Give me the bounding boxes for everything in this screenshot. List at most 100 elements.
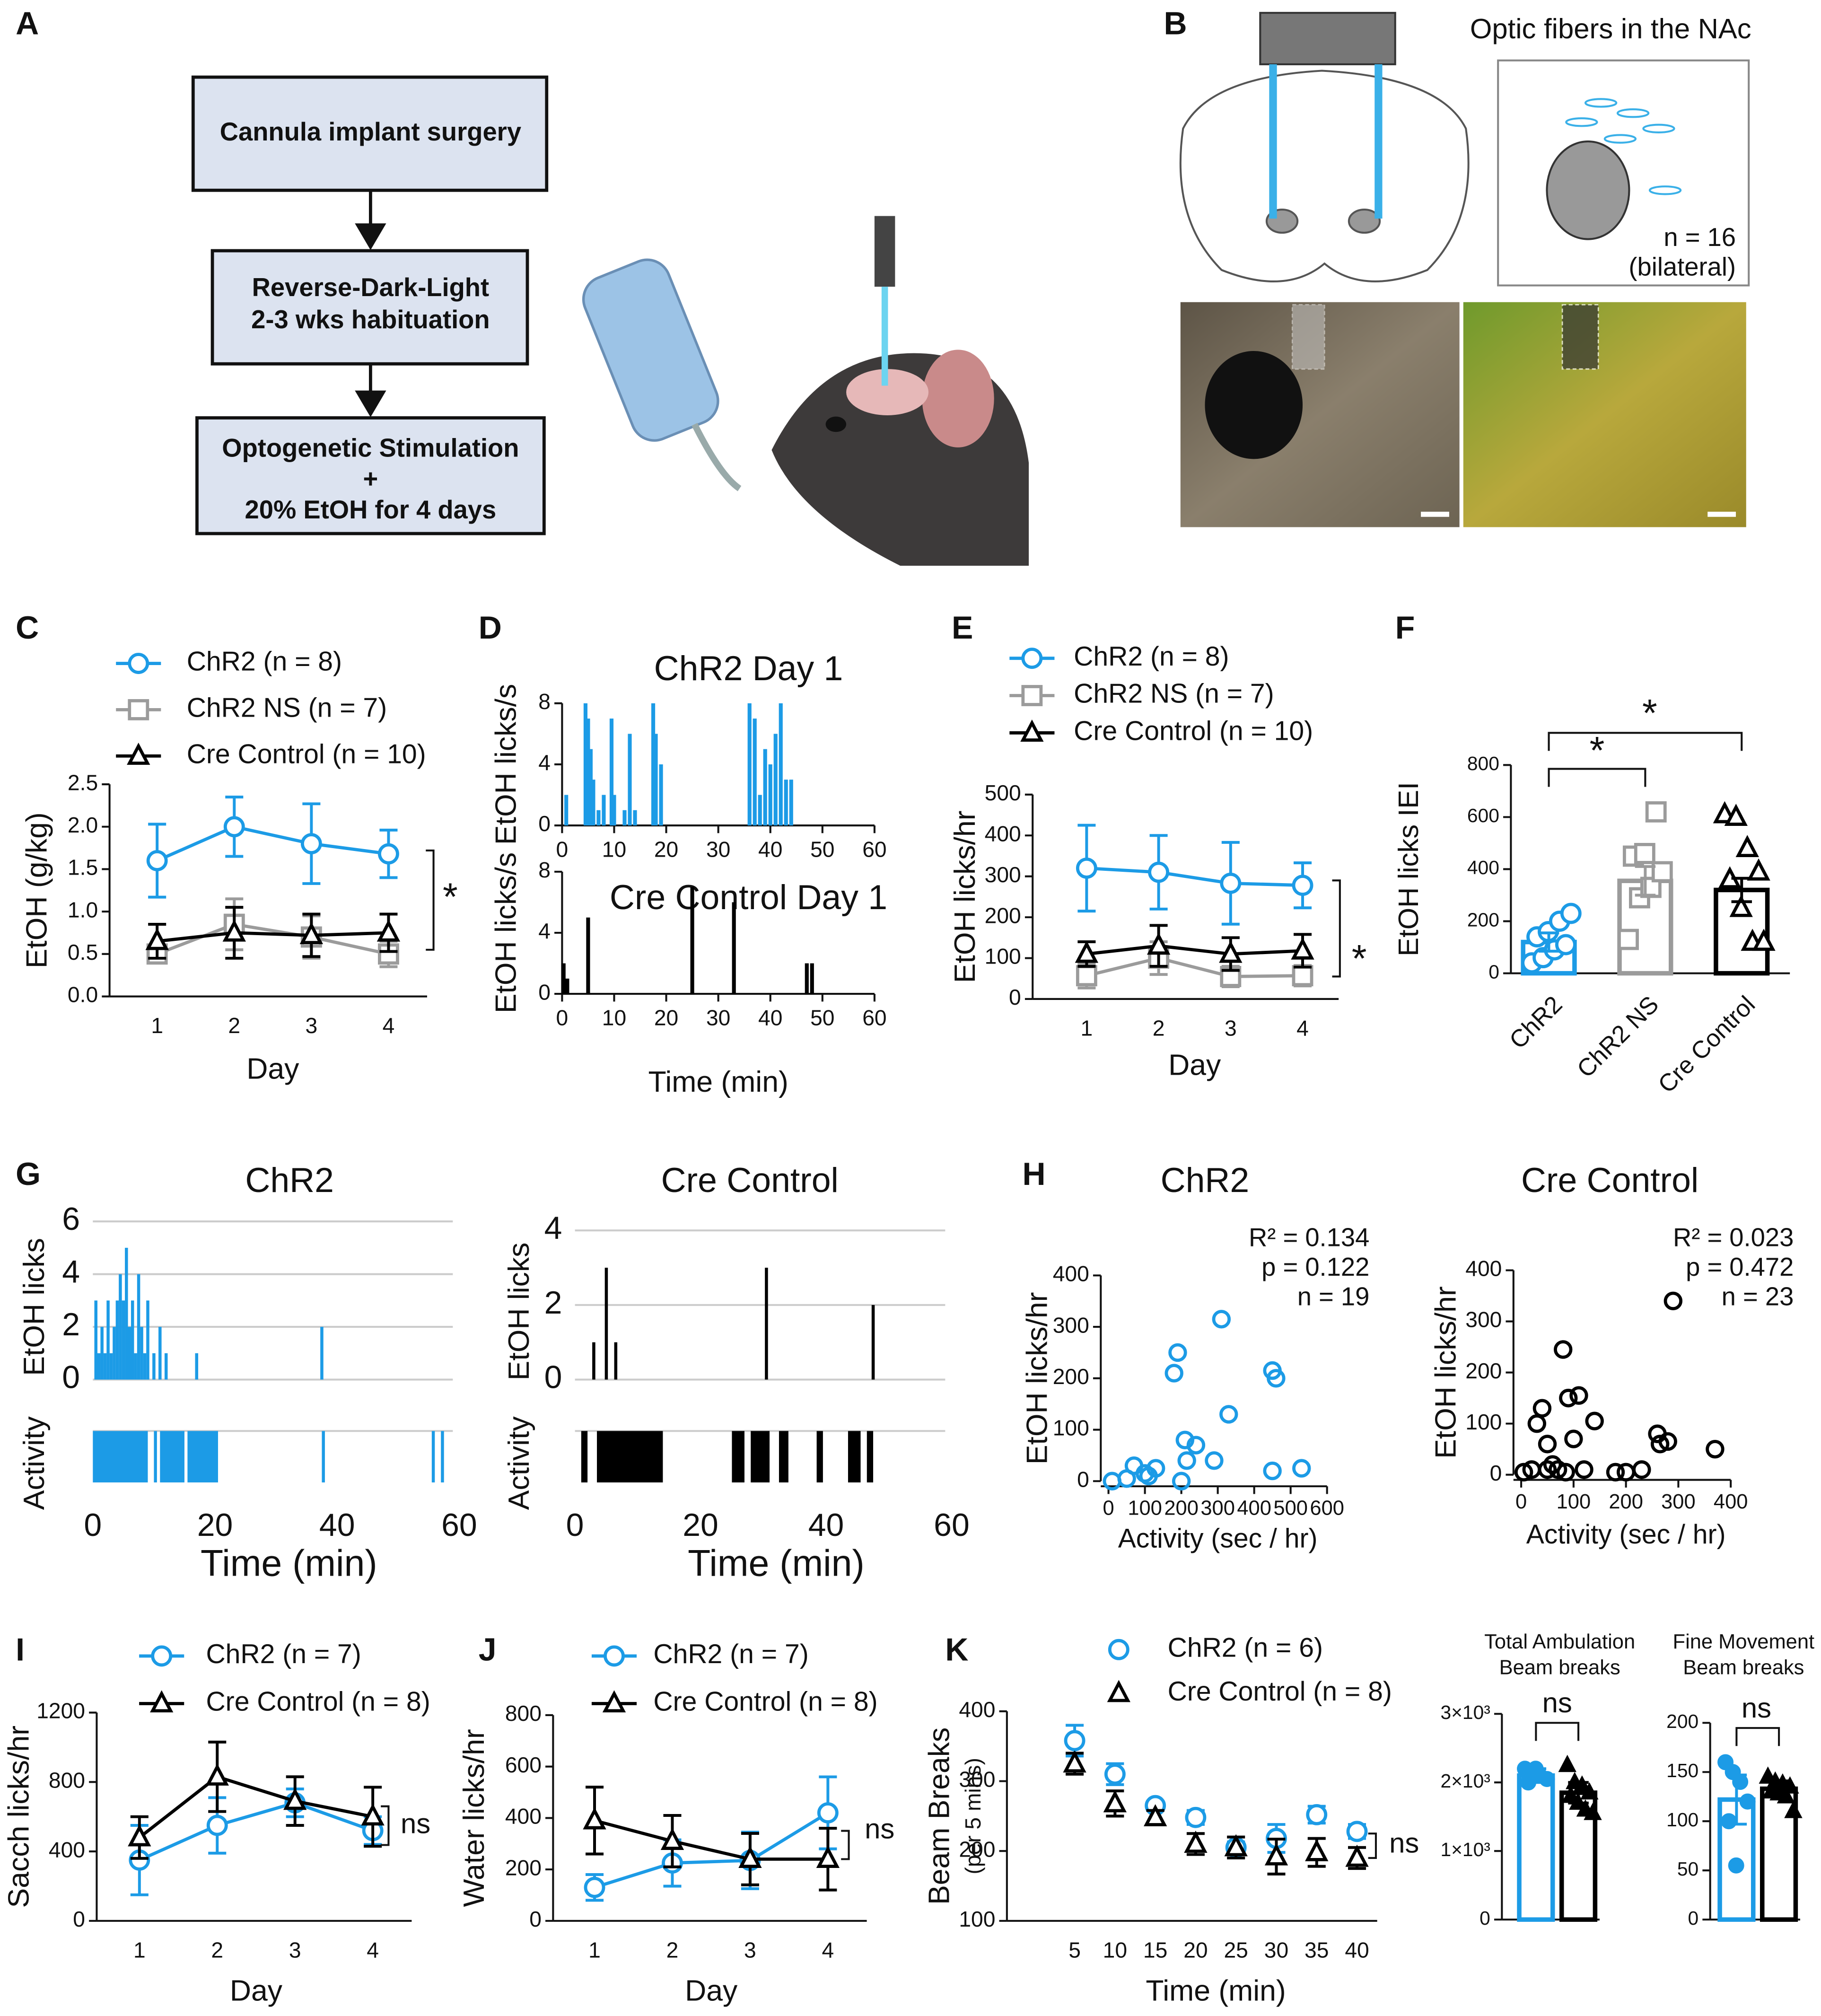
y-tick-label: 100 (1053, 1416, 1089, 1440)
x-tick-label: 100 (1128, 1497, 1162, 1520)
chart-title: Cre Control (661, 1161, 839, 1200)
x-tick-label: 3 (306, 1013, 318, 1038)
y-tick-label: 400 (959, 1697, 995, 1722)
x-axis-label: Time (min) (1146, 1974, 1286, 2007)
significance-label: ns (1742, 1692, 1771, 1724)
significance-bracket (1535, 1722, 1580, 1741)
legend-label: Cre Control (n = 8) (1168, 1676, 1392, 1707)
point (1177, 1451, 1196, 1470)
point (1706, 1439, 1725, 1459)
x-tick-label: 4 (1296, 1016, 1309, 1040)
legend-label: ChR2 (n = 6) (1168, 1632, 1323, 1663)
y-tick-label: 1200 (36, 1699, 85, 1723)
x-tick-label: 2 (228, 1013, 240, 1038)
legend-label: ChR2 (n = 7) (206, 1639, 361, 1669)
lick-bar (765, 1268, 768, 1380)
point (1585, 1411, 1604, 1430)
legend-marker (128, 653, 149, 674)
significance-label: ns (1389, 1827, 1419, 1858)
panel-label: F (1395, 610, 1415, 646)
y-tick-label: 0 (1488, 961, 1499, 982)
lick-bar (810, 963, 814, 994)
histology-n: n = 16 (1663, 223, 1736, 252)
x-tick-label: 3 (744, 1937, 756, 1962)
legend-marker (604, 1645, 625, 1667)
series-line (1086, 956, 1303, 978)
y-axis-label: Beam Breaks (923, 1727, 956, 1905)
charts: 0.0 0.5 1.0 1.5 2.0 2.5 1 2 3 4 Day EtOH (g/kg) ChR2… (2, 641, 1815, 2007)
y-tick-label: 0 (1490, 1461, 1502, 1485)
activity-bout (867, 1431, 874, 1482)
y-tick-label: 0 (73, 1907, 85, 1931)
point (1514, 1463, 1533, 1481)
x-tick-label: 10 (602, 1006, 626, 1030)
flow-text: + (363, 465, 378, 493)
lick-bar (561, 963, 566, 994)
panel-labels: A B C D E F G H I J K (16, 5, 1415, 1667)
marker (1291, 937, 1314, 960)
point (1554, 1340, 1573, 1359)
point (1212, 1310, 1231, 1329)
x-tick-label: ChR2 (1504, 990, 1567, 1054)
x-tick-label: ChR2 NS (1571, 990, 1663, 1083)
x-tick-label: 2 (666, 1937, 679, 1962)
brain-schematic (1179, 12, 1750, 287)
y-tick-label: 200 (1467, 909, 1499, 930)
y-tick-label: 0.0 (68, 982, 98, 1007)
error-bar (1726, 1773, 1747, 1826)
activity-bout (160, 1431, 184, 1482)
x-tick-label: 400 (1237, 1497, 1271, 1520)
bar (1617, 878, 1673, 976)
lick-bar (109, 1353, 113, 1380)
x-tick-label: 0 (556, 837, 569, 862)
error-bar (1525, 1767, 1547, 1784)
point (1527, 1414, 1547, 1433)
significance-label: * (1642, 692, 1657, 735)
legend-label: Cre Control (n = 8) (653, 1687, 877, 1717)
y-tick-label: 0.5 (68, 940, 98, 964)
significance-label: ns (1542, 1687, 1572, 1718)
lick-bar (122, 1300, 125, 1380)
lick-bar (143, 1353, 147, 1380)
point (1556, 1463, 1575, 1481)
lick-bar (614, 1342, 618, 1380)
series-line (139, 1801, 374, 1862)
lick-bar (140, 1327, 143, 1380)
chart-title: Beam breaks (1683, 1657, 1804, 1679)
marker (1148, 861, 1170, 883)
y-tick-label: 800 (49, 1768, 85, 1793)
lick-bar (583, 703, 588, 826)
y-tick-label: 6 (62, 1201, 80, 1237)
lick-bar (128, 1327, 131, 1380)
marker (1219, 940, 1243, 963)
stat-label: n = 23 (1722, 1282, 1794, 1311)
lick-bar (586, 917, 590, 994)
marker (1292, 875, 1313, 896)
legend-marker (127, 743, 150, 765)
y-axis-label: EtOH licks/hr (1429, 1286, 1462, 1459)
panel-label: A (16, 5, 39, 41)
legend-label: ChR2 (n = 7) (653, 1639, 808, 1669)
point (1292, 1459, 1311, 1478)
point (1124, 1456, 1144, 1475)
y-tick-label: 300 (1053, 1313, 1089, 1337)
y-tick-label: 100 (1465, 1410, 1502, 1434)
x-tick-label: 500 (1273, 1497, 1308, 1520)
x-tick-label: 10 (602, 837, 626, 862)
x-axis-label: Day (1168, 1049, 1221, 1082)
panel-label: E (952, 610, 973, 646)
marker (1305, 1839, 1329, 1861)
stat-label: R² = 0.134 (1249, 1223, 1369, 1252)
marker (1143, 1804, 1167, 1826)
stat-label: p = 0.472 (1686, 1253, 1794, 1281)
y-tick-label: 4 (538, 919, 551, 943)
x-axis-label: Activity (sec / hr) (1118, 1523, 1318, 1553)
lick-bar (320, 1327, 324, 1380)
marker (376, 919, 401, 942)
y-tick-label: 0 (1688, 1907, 1699, 1929)
lick-bar (146, 1300, 149, 1380)
y-tick-label: 1.0 (68, 897, 98, 922)
lick-bar (604, 1268, 608, 1380)
significance-bracket (381, 1805, 390, 1846)
point (1164, 1364, 1183, 1383)
